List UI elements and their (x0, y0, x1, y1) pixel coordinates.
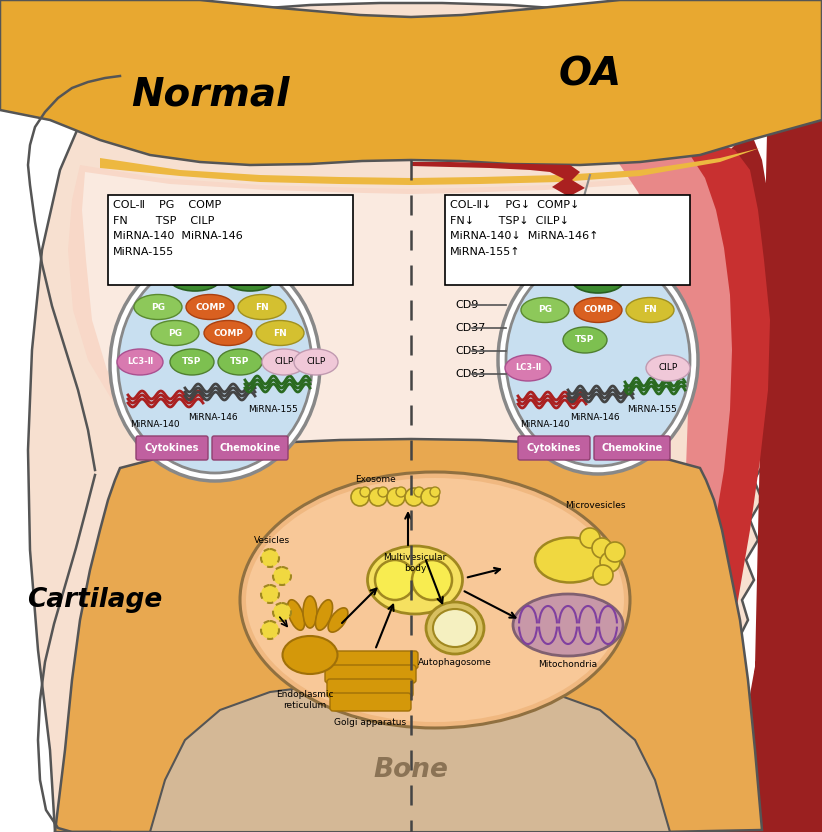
Text: CILP: CILP (275, 358, 293, 367)
Text: TSP: TSP (182, 358, 201, 367)
Ellipse shape (626, 298, 674, 323)
Ellipse shape (535, 537, 605, 582)
Text: CILP: CILP (658, 364, 677, 373)
Ellipse shape (151, 320, 199, 345)
Text: CD63: CD63 (455, 369, 485, 379)
Ellipse shape (186, 295, 234, 319)
Ellipse shape (498, 246, 698, 474)
Text: MiRNA-146: MiRNA-146 (188, 413, 238, 422)
Text: MiRNA-140: MiRNA-140 (520, 420, 570, 429)
Polygon shape (640, 135, 770, 832)
Text: Microvesicles: Microvesicles (565, 501, 626, 510)
Text: Chemokine: Chemokine (602, 443, 663, 453)
Text: Exosome: Exosome (354, 475, 395, 484)
Ellipse shape (110, 249, 320, 481)
Ellipse shape (505, 355, 551, 381)
Circle shape (378, 487, 388, 497)
Ellipse shape (646, 355, 690, 381)
Ellipse shape (256, 320, 304, 345)
Ellipse shape (246, 478, 624, 722)
Text: MiRNA-155: MiRNA-155 (248, 405, 298, 414)
Ellipse shape (218, 349, 262, 375)
Ellipse shape (224, 265, 276, 291)
Circle shape (430, 487, 440, 497)
FancyBboxPatch shape (325, 665, 416, 683)
Circle shape (405, 488, 423, 506)
Text: COL-Ⅱ: COL-Ⅱ (583, 275, 613, 285)
Polygon shape (580, 135, 732, 832)
Ellipse shape (118, 257, 312, 473)
Circle shape (273, 603, 291, 621)
Ellipse shape (117, 349, 163, 375)
Ellipse shape (433, 609, 477, 647)
Polygon shape (100, 148, 760, 185)
Ellipse shape (521, 298, 569, 323)
FancyBboxPatch shape (518, 436, 590, 460)
Text: Multivesicular
body: Multivesicular body (383, 553, 446, 573)
Text: MiRNA-155: MiRNA-155 (627, 405, 677, 414)
Ellipse shape (328, 608, 348, 632)
Text: COL-Ⅱ: COL-Ⅱ (235, 274, 265, 283)
FancyBboxPatch shape (108, 195, 353, 285)
FancyBboxPatch shape (330, 693, 411, 711)
Text: LC3-Ⅱ: LC3-Ⅱ (515, 364, 541, 373)
Polygon shape (411, 162, 585, 235)
Text: COL-Ⅱ: COL-Ⅱ (180, 274, 210, 283)
Ellipse shape (303, 596, 317, 628)
Text: Chemokine: Chemokine (219, 443, 280, 453)
Text: Golgi apparatus: Golgi apparatus (334, 718, 406, 727)
Text: Cartilage: Cartilage (27, 587, 163, 613)
Text: FN: FN (273, 329, 287, 338)
Circle shape (273, 567, 291, 585)
Text: OA: OA (558, 56, 621, 94)
Circle shape (387, 488, 405, 506)
Text: CD9: CD9 (455, 300, 478, 310)
Ellipse shape (170, 349, 214, 375)
Text: Vesicles: Vesicles (254, 536, 290, 545)
FancyBboxPatch shape (212, 436, 288, 460)
Circle shape (369, 488, 387, 506)
Circle shape (351, 488, 369, 506)
Text: Cytokines: Cytokines (527, 443, 581, 453)
FancyBboxPatch shape (594, 436, 670, 460)
Ellipse shape (506, 254, 690, 466)
Ellipse shape (572, 267, 624, 293)
Text: COL-Ⅱ↓    PG↓  COMP↓
FN↓       TSP↓  CILP↓
MiRNA-140↓  MiRNA-146↑
MiRNA-155↑: COL-Ⅱ↓ PG↓ COMP↓ FN↓ TSP↓ CILP↓ MiRNA-14… (450, 200, 598, 257)
Circle shape (261, 549, 279, 567)
Polygon shape (55, 439, 762, 832)
Text: PG: PG (151, 303, 165, 311)
Circle shape (261, 621, 279, 639)
Circle shape (414, 487, 424, 497)
Text: Endoplasmic
reticulum: Endoplasmic reticulum (276, 690, 334, 710)
Text: PG: PG (538, 305, 552, 314)
Polygon shape (720, 0, 822, 832)
Text: CILP: CILP (307, 358, 326, 367)
FancyBboxPatch shape (445, 195, 690, 285)
Text: Mitochondria: Mitochondria (538, 660, 598, 669)
Ellipse shape (367, 546, 463, 614)
Text: TSP: TSP (575, 335, 594, 344)
Ellipse shape (283, 636, 338, 674)
Text: CD37: CD37 (455, 323, 485, 333)
Ellipse shape (513, 594, 623, 656)
Circle shape (360, 487, 370, 497)
Ellipse shape (169, 265, 221, 291)
Text: FN: FN (255, 303, 269, 311)
Polygon shape (82, 172, 736, 469)
Polygon shape (0, 0, 822, 165)
Ellipse shape (204, 320, 252, 345)
Ellipse shape (316, 600, 333, 630)
Text: Bone: Bone (373, 757, 449, 783)
Text: COL-Ⅱ    PG    COMP
FN        TSP    CILP
MiRNA-140  MiRNA-146
MiRNA-155: COL-Ⅱ PG COMP FN TSP CILP MiRNA-140 MiRN… (113, 200, 242, 257)
Text: Autophagosome: Autophagosome (418, 658, 492, 667)
Ellipse shape (563, 327, 607, 353)
Polygon shape (150, 681, 670, 832)
Ellipse shape (238, 295, 286, 319)
Ellipse shape (574, 298, 622, 323)
FancyBboxPatch shape (136, 436, 208, 460)
Circle shape (580, 528, 600, 548)
Text: FN: FN (643, 305, 657, 314)
Text: TSP: TSP (230, 358, 250, 367)
Text: CD53: CD53 (455, 346, 485, 356)
